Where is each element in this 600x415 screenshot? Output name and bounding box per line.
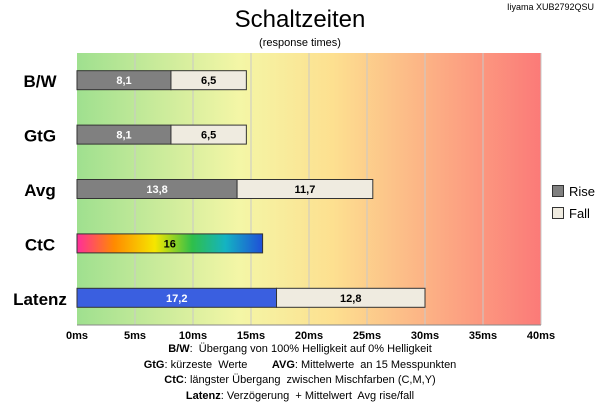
note-ctc: CtC: längster Übergang zwischen Mischfar…	[0, 373, 600, 389]
chart-title: Schaltzeiten	[234, 6, 366, 33]
bar-rise-label: 17,2	[166, 293, 187, 305]
category-label: Latenz	[13, 290, 67, 309]
note-bw: B/W: Übergang von 100% Helligkeit auf 0%…	[0, 342, 600, 358]
bar-rise-label: 8,1	[116, 130, 131, 142]
note-key: CtC	[164, 374, 184, 386]
legend: Rise Fall	[552, 180, 595, 224]
note-text: : Mittelwerte an 15 Messpunkten	[294, 358, 457, 371]
legend-label-fall: Fall	[569, 205, 590, 221]
note-key: B/W	[168, 343, 190, 355]
note-key: Latenz	[185, 389, 221, 402]
bar-rise-label: 13,8	[146, 184, 167, 196]
bar-rise	[76, 233, 264, 254]
x-tick-label: 35ms	[469, 330, 497, 342]
bar-fall-label: 11,7	[295, 184, 316, 196]
note-key: AVG	[271, 358, 295, 371]
note-latenz: Latenz: Verzögerung + Mittelwert Avg ris…	[0, 389, 600, 405]
x-tick-labels: 0ms 5ms 10ms 15ms 20ms 25ms 30ms 35ms 40ms	[66, 330, 555, 342]
bar-fall	[236, 179, 374, 199]
bar-rise-label: 16	[164, 238, 176, 250]
bar-fall	[170, 70, 247, 91]
x-tick-label: 25ms	[353, 330, 381, 342]
notes-block: B/W: Übergang von 100% Helligkeit auf 0%…	[0, 342, 600, 404]
legend-item-rise: Rise	[552, 180, 595, 202]
category-label: GtG	[24, 127, 56, 146]
bars-group: 8,1 6,5 8,1 6,5 13,8 11,7 16 17,2 12,8	[76, 70, 426, 308]
x-tick-label: 30ms	[411, 330, 439, 342]
bar-fall-label: 6,5	[201, 130, 216, 142]
legend-swatch-fall	[552, 207, 564, 219]
bar-rise-label: 8,1	[116, 75, 131, 87]
category-label: Avg	[24, 181, 56, 200]
note-text: : Übergang von 100% Helligkeit auf 0% He…	[189, 343, 432, 355]
bar-fall	[276, 287, 426, 308]
note-text: : Verzögerung + Mittelwert Avg rise/fall	[220, 389, 415, 402]
bar-fall	[170, 124, 247, 145]
note-text: : längster Übergang zwischen Mischfarben…	[183, 374, 436, 386]
bar-fall-label: 12,8	[340, 293, 361, 305]
x-tick-label: 15ms	[237, 330, 265, 342]
x-tick-label: 40ms	[527, 330, 555, 342]
legend-swatch-rise	[552, 185, 564, 197]
legend-item-fall: Fall	[552, 202, 595, 224]
note-key: GtG	[143, 358, 165, 371]
x-tick-label: 5ms	[124, 330, 146, 342]
note-gtg-avg: GtG: kürzeste Werte AVG: Mittelwerte an …	[0, 358, 600, 374]
x-tick-label: 20ms	[295, 330, 323, 342]
chart-subtitle: (response times)	[259, 37, 341, 49]
note-text: : kürzeste Werte	[164, 358, 248, 371]
legend-label-rise: Rise	[569, 183, 596, 199]
category-labels: B/W GtG Avg CtC Latenz	[13, 72, 67, 309]
monitor-model-label: Iiyama XUB2792QSU	[506, 2, 594, 12]
category-label: B/W	[23, 72, 57, 91]
category-label: CtC	[25, 235, 55, 254]
bar-fall-label: 6,5	[201, 75, 216, 87]
x-tick-label: 0ms	[66, 330, 88, 342]
x-tick-label: 10ms	[179, 330, 207, 342]
